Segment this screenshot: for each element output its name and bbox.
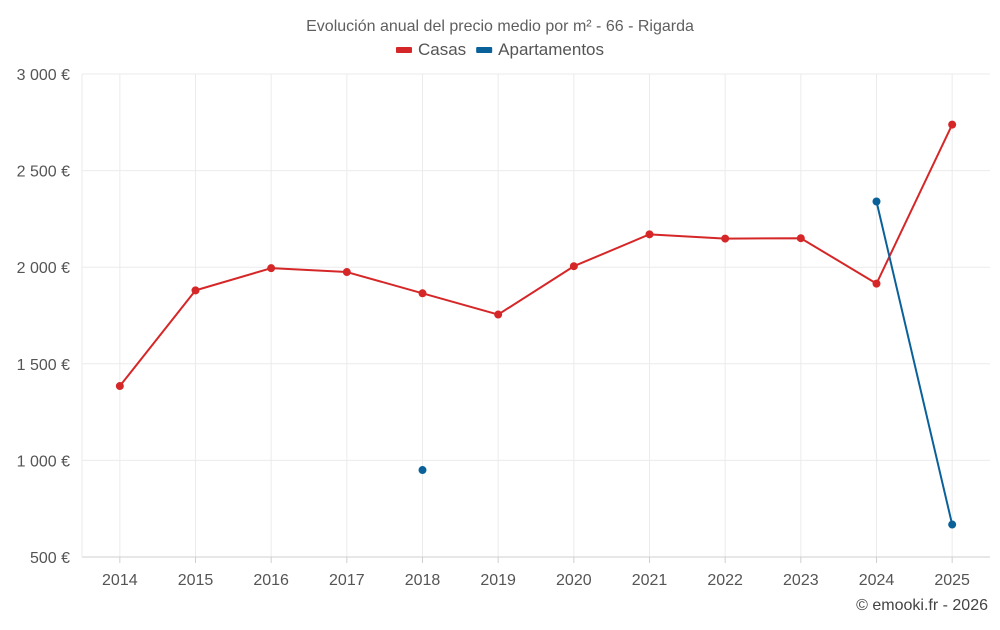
- legend-swatch: [476, 47, 493, 53]
- y-tick-label: 500 €: [30, 550, 70, 567]
- x-tick-label: 2021: [632, 572, 668, 589]
- y-tick-label: 1 500 €: [17, 357, 70, 374]
- data-point-casas[interactable]: [721, 234, 730, 243]
- x-tick-label: 2024: [859, 572, 895, 589]
- x-tick-label: 2025: [934, 572, 970, 589]
- data-point-casas[interactable]: [115, 382, 124, 391]
- data-point-apartamentos[interactable]: [872, 197, 881, 206]
- data-point-apartamentos[interactable]: [418, 466, 427, 475]
- legend-item-apartamentos[interactable]: Apartamentos: [476, 40, 604, 59]
- x-tick-label: 2019: [480, 572, 516, 589]
- data-point-casas[interactable]: [645, 230, 654, 239]
- x-tick-label: 2023: [783, 572, 819, 589]
- series-line-casas: [119, 124, 954, 387]
- y-tick-label: 2 000 €: [17, 260, 70, 277]
- axes: 500 € 1 000 € 1 500 € 2 000 € 2 500 € 3 000 €…: [17, 67, 990, 589]
- x-tick-label: 2014: [102, 572, 138, 589]
- legend: Casas Apartamentos: [395, 40, 604, 59]
- data-point-casas[interactable]: [872, 279, 881, 288]
- data-point-casas[interactable]: [342, 268, 351, 277]
- x-tick-label: 2015: [178, 572, 214, 589]
- series: [115, 120, 957, 529]
- x-tick-label: 2020: [556, 572, 592, 589]
- x-tick-label: 2022: [707, 572, 743, 589]
- data-point-casas[interactable]: [494, 310, 503, 319]
- chart-title: Evolución anual del precio medio por m² …: [306, 18, 694, 35]
- legend-swatch: [395, 47, 412, 53]
- y-tick-label: 1 000 €: [17, 453, 70, 470]
- x-tick-label: 2017: [329, 572, 365, 589]
- data-point-apartamentos[interactable]: [948, 520, 957, 529]
- series-line-apartamentos: [875, 201, 954, 525]
- y-tick-label: 3 000 €: [17, 67, 70, 84]
- grid: [82, 73, 990, 557]
- data-point-casas[interactable]: [191, 286, 200, 295]
- data-point-casas[interactable]: [796, 234, 805, 243]
- data-point-casas[interactable]: [418, 289, 427, 298]
- x-tick-label: 2018: [405, 572, 441, 589]
- y-tick-label: 2 500 €: [17, 164, 70, 181]
- legend-label: Casas: [418, 40, 466, 59]
- credit-text: © emooki.fr - 2026: [856, 597, 988, 614]
- legend-item-casas[interactable]: Casas: [395, 40, 466, 59]
- data-point-casas[interactable]: [948, 120, 957, 129]
- data-point-casas[interactable]: [569, 262, 578, 271]
- legend-label: Apartamentos: [498, 40, 604, 59]
- data-point-casas[interactable]: [267, 264, 276, 273]
- x-tick-label: 2016: [253, 572, 289, 589]
